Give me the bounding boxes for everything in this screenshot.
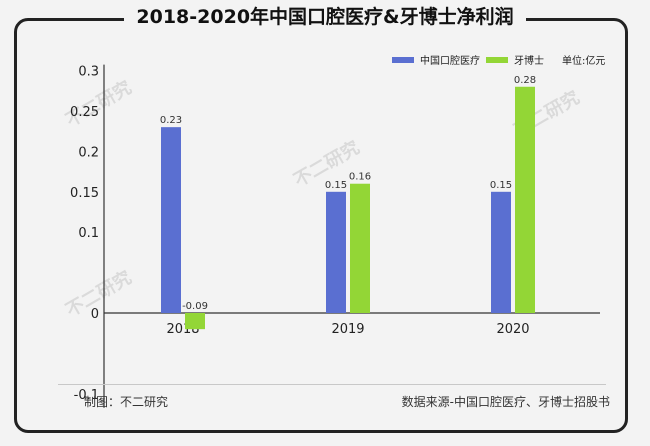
y-tick-label: -0.1 <box>74 388 99 403</box>
title-wrap: 2018-2020年中国口腔医疗&牙博士净利润 <box>0 4 650 30</box>
footer-source: 数据来源-中国口腔医疗、牙博士招股书 <box>401 395 610 409</box>
legend-label: 牙博士 <box>514 54 544 67</box>
x-tick-label: 2020 <box>496 322 529 337</box>
unit-label: 单位:亿元 <box>562 54 605 67</box>
chart-title: 2018-2020年中国口腔医疗&牙博士净利润 <box>124 4 526 30</box>
data-label: 0.23 <box>160 115 182 126</box>
y-tick-label: 0.2 <box>78 145 99 160</box>
bar <box>350 183 370 313</box>
legend-swatch <box>392 57 414 63</box>
y-tick-label: 0.15 <box>70 186 99 201</box>
bar <box>491 191 511 313</box>
bar <box>161 127 181 313</box>
legend-swatch <box>486 57 508 63</box>
bar <box>326 191 346 313</box>
y-tick-label: 0.1 <box>78 226 99 241</box>
legend-label: 中国口腔医疗 <box>420 54 480 67</box>
y-tick-label: 0.3 <box>78 65 99 80</box>
data-label: 0.15 <box>325 180 347 191</box>
x-tick-label: 2019 <box>331 322 364 337</box>
y-tick-label: 0.25 <box>70 105 99 120</box>
data-label: 0.16 <box>349 172 371 183</box>
y-tick-label: 0 <box>91 307 99 322</box>
data-label: -0.09 <box>182 301 208 312</box>
bar <box>515 86 535 313</box>
data-label: 0.28 <box>514 75 536 86</box>
bar <box>185 313 205 330</box>
footer-maker: 制图：不二研究 <box>84 395 169 409</box>
footer-divider <box>58 384 606 385</box>
data-label: 0.15 <box>490 180 512 191</box>
